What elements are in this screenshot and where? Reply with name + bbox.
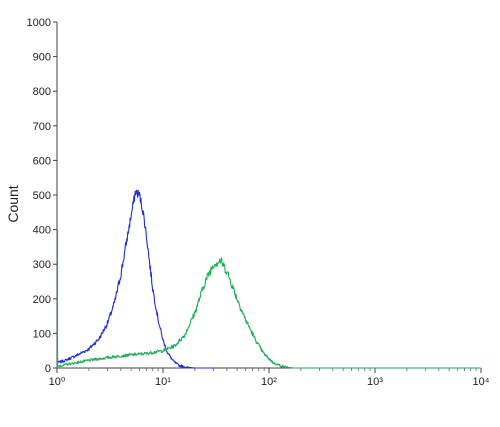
x-tick-label: 10⁴: [473, 376, 490, 388]
y-tick-label: 0: [45, 363, 51, 375]
y-axis-title: Count: [5, 185, 21, 222]
y-tick-label: 100: [33, 328, 51, 340]
x-tick-label: 10⁰: [49, 376, 66, 388]
series-layer: [56, 189, 482, 369]
x-tick-label: 10¹: [155, 376, 171, 388]
series-2-line: [56, 257, 482, 369]
x-tick-label: 10²: [261, 376, 277, 388]
series-1-line: [56, 189, 214, 369]
y-tick-label: 600: [33, 155, 51, 167]
y-tick-label: 900: [33, 52, 51, 64]
axes: 0 100 200 300 400 500 600 700 800 900 1000 10⁰ 10¹ 10…: [27, 17, 490, 388]
y-tick-label: 800: [33, 86, 51, 98]
y-tick-label: 1000: [27, 17, 51, 29]
y-tick-label: 200: [33, 294, 51, 306]
x-tick-label: 10³: [367, 376, 383, 388]
y-tick-label: 700: [33, 121, 51, 133]
y-tick-label: 300: [33, 259, 51, 271]
y-tick-label: 500: [33, 190, 51, 202]
y-tick-label: 400: [33, 225, 51, 237]
